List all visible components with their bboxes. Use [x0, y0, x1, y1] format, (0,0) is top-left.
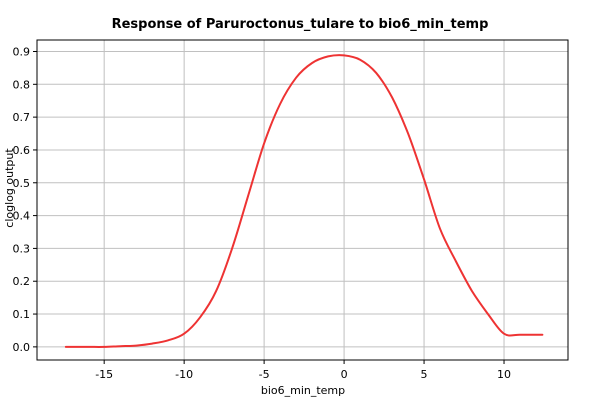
y-tick-label: 0.6 [13, 144, 31, 157]
series-line [64, 54, 544, 348]
y-tick-label: 0.9 [13, 45, 31, 58]
chart-title: Response of Paruroctonus_tulare to bio6_… [112, 17, 489, 32]
x-tick-label: -15 [95, 368, 113, 381]
y-tick-label: 0.8 [13, 78, 31, 91]
y-tick-label: 0.3 [13, 242, 31, 255]
x-tick-label: 10 [497, 368, 511, 381]
y-tick-label: 0.7 [13, 111, 31, 124]
y-tick-label: 0.2 [13, 275, 31, 288]
x-tick-label: -10 [175, 368, 193, 381]
x-tick-label: 0 [341, 368, 348, 381]
grid [37, 40, 568, 360]
plot-frame [36, 39, 569, 361]
series [64, 54, 544, 348]
y-axis-label: cloglog output [3, 148, 16, 228]
x-axis-label: bio6_min_temp [261, 384, 345, 397]
x-tick-label: 5 [421, 368, 428, 381]
x-tick-label: -5 [259, 368, 270, 381]
y-tick-label: 0.1 [13, 308, 31, 321]
y-tick-label: 0.4 [13, 210, 31, 223]
y-tick-label: 0.5 [13, 177, 31, 190]
ticks: -15 -10 -5 0 5 10 0.0 0.1 0.2 0.3 0.4 0.5 0.6 0.7 0.8 0… [13, 45, 512, 381]
y-tick-label: 0.0 [13, 341, 31, 354]
